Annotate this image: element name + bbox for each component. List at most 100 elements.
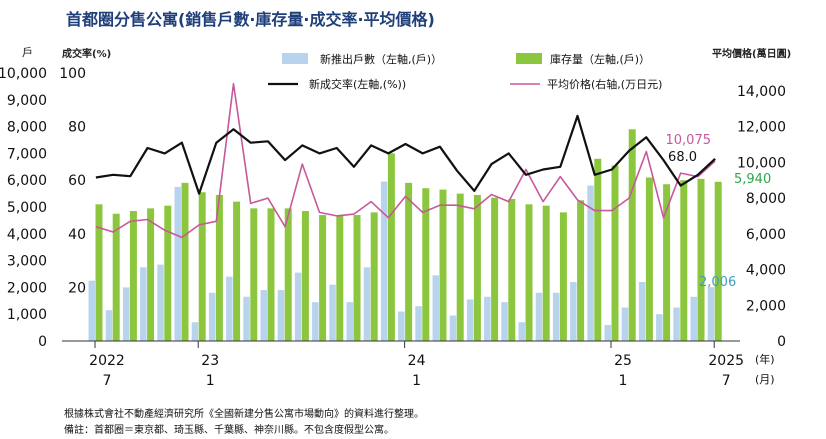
inventory-bar: [542, 205, 550, 341]
x-month-label: 1: [619, 373, 628, 389]
left-tick-label: 2,000: [7, 280, 47, 296]
inventory-bar: [95, 204, 103, 341]
inventory-bar: [422, 188, 430, 341]
x-month-label: 7: [103, 373, 112, 389]
new-units-bar: [570, 282, 577, 341]
inventory-bar: [164, 205, 172, 341]
rate-tick-label: 100: [59, 66, 86, 82]
inventory-bar: [456, 193, 464, 341]
legend-rate-label: 新成交率(左軸,(%)): [309, 77, 406, 91]
inventory-bar: [215, 194, 223, 341]
new-units-bar: [208, 292, 216, 341]
left-tick-label: 0: [38, 334, 47, 350]
new-units-bar: [140, 267, 147, 341]
x-year-label: 24: [408, 353, 426, 369]
inventory-bar: [387, 153, 395, 341]
x-month-label: 1: [206, 373, 215, 389]
inventory-bar: [628, 129, 636, 341]
inventory-bar: [473, 194, 481, 341]
left-tick-label: 4,000: [7, 227, 47, 243]
inventory-bar: [112, 213, 120, 341]
legend-price-label: 平均价格(右轴,(万日元): [547, 77, 662, 91]
new-units-bar: [226, 276, 233, 341]
new-units-bar: [656, 314, 663, 341]
inventory-bar: [405, 182, 413, 341]
rate-tick-label: 80: [68, 120, 86, 136]
left-tick-label: 7,000: [7, 146, 47, 162]
new-units-bar: [191, 322, 199, 341]
right-tick-label: 6,000: [746, 227, 786, 243]
inventory-bar: [491, 197, 499, 341]
left-tick-label: 10,000: [0, 66, 47, 82]
remark-note: 備註：首都圈＝東京都、琦玉縣、千葉縣、神奈川縣。不包含度假型公寓。: [64, 425, 394, 436]
rate-axis-label: 成交率(%): [62, 49, 112, 60]
inventory-bar: [663, 184, 671, 341]
right-tick-label: 12,000: [737, 120, 786, 136]
inventory-bar: [645, 177, 653, 341]
source-note: 根據株式會社不動產經濟研究所《全國新建分售公寓市場動向》的資料進行整理。: [64, 409, 424, 420]
x-month-label: 1: [412, 373, 421, 389]
inventory-bar: [559, 212, 567, 341]
rate-line: [95, 114, 716, 195]
inventory-last-annotation: 5,940: [734, 172, 771, 187]
x-year-label: 2025: [708, 353, 744, 369]
inventory-bar: [353, 215, 361, 341]
inventory-bar: [198, 192, 206, 341]
new-units-bar: [621, 307, 629, 341]
new-units-bar: [174, 186, 181, 341]
rate-tick-label: 40: [68, 227, 86, 243]
price-line: [95, 82, 716, 239]
new-units-bar: [346, 302, 353, 341]
inventory-bar: [301, 211, 309, 341]
inventory-bar: [336, 215, 344, 341]
legend-inventory-swatch: [516, 53, 542, 64]
left-tick-label: 6,000: [7, 173, 47, 189]
right-tick-label: 4,000: [746, 263, 786, 279]
new-units-bar: [312, 302, 319, 341]
legend-new-units-label: 新推出戶數（左軸,(戶)）: [320, 52, 442, 66]
x-year-unit: (年): [755, 352, 775, 366]
new-units-bar: [690, 296, 697, 341]
inventory-bar: [508, 198, 516, 341]
chart-title: 首都圈分售公寓(銷售戶數·庫存量·成交率·平均價格): [66, 10, 435, 29]
inventory-bar: [439, 189, 447, 341]
right-tick-label: 14,000: [737, 84, 786, 100]
right-tick-label: 2,000: [746, 298, 786, 314]
new-units-bar: [122, 287, 130, 341]
legend-new-units-swatch: [282, 53, 308, 64]
new-units-bar: [638, 282, 646, 341]
inventory-bar: [129, 211, 137, 341]
new-units-bar: [449, 315, 457, 341]
x-year-label: 23: [201, 353, 219, 369]
inventory-bar: [714, 181, 722, 341]
right-tick-label: 0: [777, 334, 786, 350]
new-units-bar: [535, 292, 543, 341]
inventory-bar: [594, 158, 602, 341]
inventory-bar: [370, 212, 378, 341]
left-tick-label: 1,000: [7, 307, 47, 323]
new-units-bar: [466, 299, 474, 341]
new-units-bar: [673, 307, 680, 341]
new-units-bar: [329, 284, 336, 341]
inventory-bar: [284, 208, 292, 341]
right-tick-label: 10,000: [737, 155, 786, 171]
new-units-last-annotation: 2,006: [699, 275, 736, 290]
left-tick-label: 5,000: [7, 200, 47, 216]
inventory-bar: [319, 215, 327, 341]
new-units-bar: [260, 290, 267, 341]
new-units-bar: [484, 296, 491, 341]
rate-tick-label: 60: [68, 173, 86, 189]
new-units-bar: [415, 306, 422, 341]
left-tick-label: 9,000: [7, 93, 47, 109]
new-units-bar: [518, 322, 525, 341]
new-units-bar: [105, 310, 113, 341]
x-month-unit: (月): [755, 373, 775, 386]
inventory-bar: [680, 180, 688, 341]
new-units-bar: [398, 311, 405, 341]
inventory-bar: [181, 182, 189, 341]
new-units-bar: [501, 302, 508, 341]
inventory-bar: [697, 178, 705, 341]
new-units-bar: [380, 181, 388, 341]
